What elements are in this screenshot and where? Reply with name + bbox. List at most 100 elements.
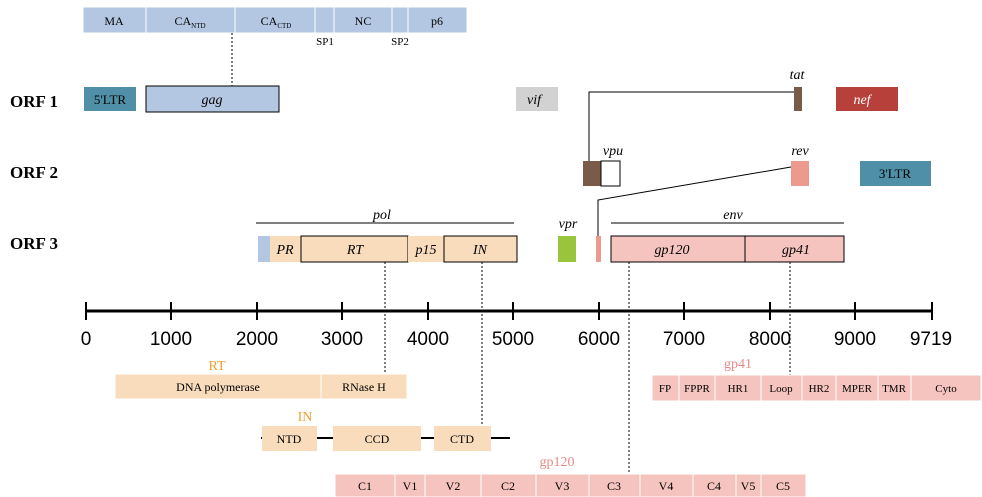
gag-domain-ca-ntd: CANTD <box>174 14 205 30</box>
rev-splice-line <box>597 166 792 236</box>
gp41-domain-fp <box>651 374 680 402</box>
gp120-domain-label: C3 <box>607 479 621 493</box>
pr-box <box>270 236 301 262</box>
gag-pol-overlap-box <box>258 236 270 262</box>
gp41-domain-label: HR1 <box>728 383 749 395</box>
axis-tick-label: 4000 <box>407 329 449 350</box>
gp120-domain-label: C5 <box>776 479 790 493</box>
rt-domain-label: DNA polymerase <box>176 380 260 394</box>
gp41-label: gp41 <box>782 243 810 258</box>
rev-label: rev <box>791 144 809 159</box>
axis-tick-label: 8000 <box>749 329 791 350</box>
axis-tick-label: 6000 <box>578 329 620 350</box>
tat-splice-line <box>588 91 794 161</box>
orf1-label: ORF 1 <box>10 92 58 111</box>
vpr-label: vpr <box>559 217 578 232</box>
gp41-domain-label: MPER <box>842 383 873 395</box>
gp120-domain-c5 <box>760 473 807 497</box>
nef-box <box>836 87 898 111</box>
gp41-domain-label: FP <box>659 383 671 395</box>
gp41-domain-mper <box>835 374 879 402</box>
gp120-domain-label: C4 <box>707 479 721 493</box>
in-box <box>443 235 518 263</box>
gp41-box <box>744 235 845 263</box>
ltr3-label: 3'LTR <box>879 166 912 181</box>
gag-box <box>145 85 280 113</box>
vif-label: vif <box>527 93 543 108</box>
axis-tick-label: 2000 <box>236 329 278 350</box>
axis-tick-label: 5000 <box>492 329 534 350</box>
ltr3-box <box>860 161 931 186</box>
gag-domain-nc: NC <box>355 14 372 28</box>
orf2-row: vpu rev 3'LTR <box>583 144 931 236</box>
genome-axis: 0 1000 2000 3000 4000 5000 6000 7000 800… <box>81 302 952 350</box>
vpr-box <box>558 236 576 262</box>
pol-label: pol <box>372 208 391 223</box>
in-domain-label: NTD <box>277 432 302 446</box>
gag-spacer-sp1: SP1 <box>316 36 334 48</box>
in-domain-label: CCD <box>365 432 390 446</box>
gp41-domain-cyto <box>910 374 982 402</box>
axis-tick-label: 1000 <box>150 329 192 350</box>
gag-domain-p6: p6 <box>431 14 443 28</box>
in-domain-ctd <box>434 426 491 451</box>
in-domain-label: CTD <box>450 432 474 446</box>
gp41-domain-label: FPPR <box>684 383 710 395</box>
gp120-domain-label: V1 <box>403 479 418 493</box>
gp120-domain-label: V5 <box>741 479 756 493</box>
gp41-domain-label: TMR <box>882 383 907 395</box>
pr-label: PR <box>275 243 294 258</box>
orf2-label: ORF 2 <box>10 163 58 182</box>
rt-detail-title: RT <box>208 359 225 374</box>
axis-tick-label: 3000 <box>321 329 363 350</box>
in-label: IN <box>472 243 488 258</box>
gp120-domain-label: V3 <box>555 479 570 493</box>
gp120-label: gp120 <box>655 243 690 258</box>
rt-label: RT <box>346 243 365 258</box>
gp120-box <box>610 235 746 263</box>
rt-domain-label: RNase H <box>342 380 386 394</box>
gag-label: gag <box>202 93 223 108</box>
gp41-domain-label: Cyto <box>935 383 957 395</box>
ltr5-label: 5'LTR <box>94 92 127 107</box>
rev-exon1-box <box>596 236 601 262</box>
p15-label: p15 <box>415 243 437 258</box>
orf1-row: 5'LTR gag vif tat nef <box>84 68 898 161</box>
gag-domain-bar: MA CANTD CACTD NC p6 SP1 SP2 <box>82 6 468 48</box>
gp120-domain-label: C2 <box>501 479 515 493</box>
gp120-detail: gp120 C1 V1 V2 C2 V3 C3 V4 C4 V5 C5 <box>334 455 807 497</box>
gp41-domain-hr1 <box>714 374 762 402</box>
vpu-box <box>600 160 621 187</box>
rt-box <box>300 235 409 263</box>
gp120-domain-label: V2 <box>446 479 461 493</box>
gag-domain-ca-ctd: CACTD <box>261 14 292 30</box>
rt-detail: RT DNA polymerase RNase H <box>114 359 408 400</box>
gp41-detail: gp41 FP FPPR HR1 Loop HR2 MPER TMR Cyto <box>651 357 982 402</box>
rt-domain-rnase-h <box>320 373 408 400</box>
gp120-domain-label: C1 <box>358 479 372 493</box>
rev-exon2-box <box>791 161 809 186</box>
nef-label: nef <box>853 93 872 108</box>
in-detail: IN NTD CCD CTD <box>261 410 510 451</box>
orf3-label: ORF 3 <box>10 234 58 253</box>
axis-tick-label: 9000 <box>834 329 876 350</box>
axis-tick-label: 0 <box>81 329 92 350</box>
axis-end-label: 9719 <box>910 329 952 350</box>
env-label: env <box>723 208 743 223</box>
in-detail-title: IN <box>298 410 313 425</box>
rt-domain-dna-polymerase <box>114 373 322 400</box>
gp120-detail-title: gp120 <box>540 455 575 470</box>
orf3-row: pol PR RT p15 IN vpr env gp120 gp41 <box>256 208 845 263</box>
axis-tick-label: 7000 <box>663 329 705 350</box>
tat-label: tat <box>790 68 806 83</box>
gp41-domain-label: Loop <box>769 383 793 395</box>
gp41-domain-hr2 <box>801 374 837 402</box>
p15-box <box>408 236 444 262</box>
gp41-domain-fppr <box>678 374 716 402</box>
ltr5-box <box>84 87 136 111</box>
in-domain-ccd <box>333 426 421 451</box>
vpu-label: vpu <box>603 144 623 159</box>
vif-box <box>516 87 558 111</box>
gag-domain-ma: MA <box>104 14 124 28</box>
